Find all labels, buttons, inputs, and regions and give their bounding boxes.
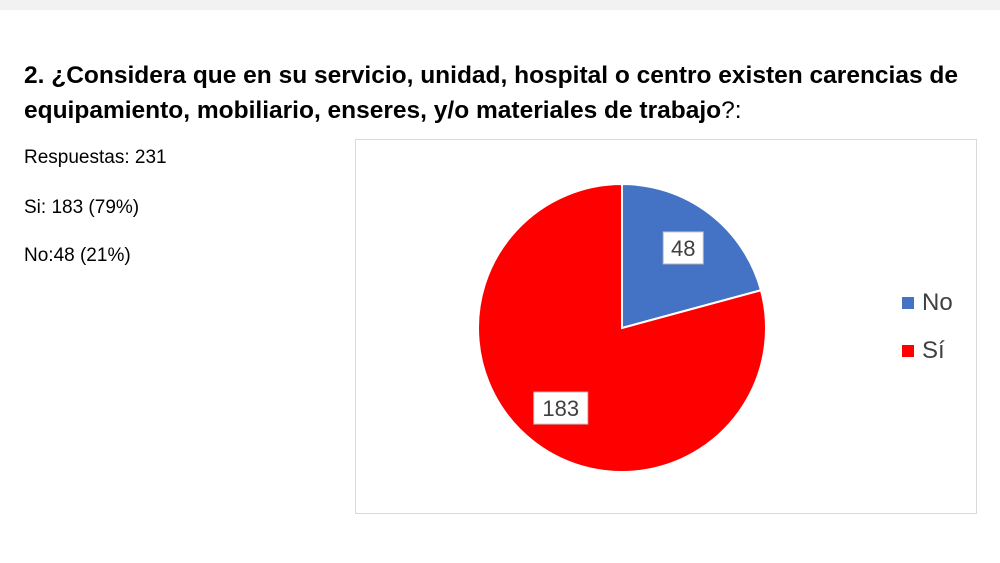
pie-chart-svg: 48 183	[477, 182, 767, 473]
data-label-box-0	[662, 231, 704, 265]
stat-si: Si: 183 (79%)	[24, 197, 140, 218]
legend-item-si: Sí	[902, 337, 953, 364]
top-band	[0, 0, 1000, 10]
data-label-box-1	[533, 391, 589, 425]
legend-swatch-no	[902, 297, 914, 309]
question-punctuation: ?:	[721, 97, 742, 124]
data-label-1: 183	[542, 396, 579, 421]
chart-legend: No Sí	[902, 289, 953, 386]
pie-chart: 48 183 No Sí	[355, 139, 977, 514]
legend-item-no: No	[902, 289, 953, 316]
legend-label-no: No	[922, 289, 953, 316]
question-title: 2. ¿Considera que en su servicio, unidad…	[24, 58, 984, 128]
stat-no: No:48 (21%)	[24, 245, 131, 266]
legend-swatch-si	[902, 345, 914, 357]
question-text: 2. ¿Considera que en su servicio, unidad…	[24, 62, 959, 124]
legend-label-si: Sí	[922, 337, 945, 364]
stat-responses: Respuestas: 231	[24, 147, 167, 168]
data-label-0: 48	[671, 236, 695, 261]
